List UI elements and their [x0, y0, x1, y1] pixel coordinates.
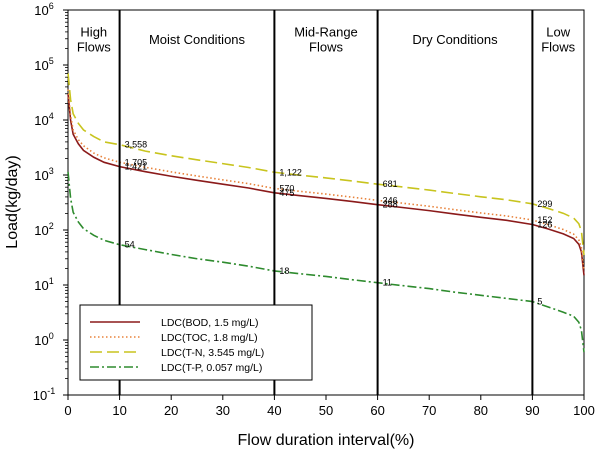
x-tick-label-5: 50 [319, 403, 333, 418]
x-tick-label-3: 30 [216, 403, 230, 418]
y-tick-label-6: 105 [34, 56, 53, 73]
y-tick-label-7: 106 [34, 1, 53, 18]
x-tick-label-1: 10 [112, 403, 126, 418]
data-label-0: 3,558 [125, 140, 148, 150]
data-label-11: 11 [383, 278, 392, 288]
y-tick-label-5: 104 [34, 111, 53, 128]
data-label-9: 346 [383, 195, 398, 205]
series-line-3 [67, 171, 585, 353]
zone-labels: High Flows Moist Conditions Mid-Range Flows D… [77, 25, 576, 55]
zone-label-3: Dry Conditions [412, 32, 498, 47]
data-label-5: 570 [279, 183, 294, 193]
legend-label-3: LDC(T-P, 0.057 mg/L) [161, 362, 262, 374]
data-label-2: 1,421 [125, 162, 148, 172]
data-label-12: 299 [537, 199, 552, 209]
zone-label-0: High Flows [77, 25, 111, 55]
data-label-10: 288 [383, 200, 398, 210]
x-tick-label-0: 0 [64, 403, 71, 418]
data-label-14: 126 [537, 219, 552, 229]
x-axis-label: Flow duration interval(%) [238, 432, 415, 449]
legend-label-0: LDC(BOD, 1.5 mg/L) [161, 317, 258, 329]
x-tick-label-10: 100 [573, 403, 595, 418]
data-label-4: 1,122 [279, 167, 302, 177]
x-tick-label-9: 90 [525, 403, 539, 418]
data-label-15: 5 [537, 297, 542, 307]
legend-label-1: LDC(TOC, 1.8 mg/L) [161, 332, 258, 344]
data-label-8: 681 [383, 179, 398, 189]
zone-label-2: Mid-Range Flows [294, 25, 358, 55]
y-tick-label-0: 10-1 [33, 386, 55, 403]
data-label-13: 152 [537, 215, 552, 225]
y-tick-label-3: 102 [34, 221, 53, 238]
y-axis: 10-1 100 101 102 103 104 105 106 [33, 1, 68, 403]
y-tick-label-2: 101 [34, 276, 53, 293]
series-line-0 [67, 93, 585, 276]
legend: LDC(BOD, 1.5 mg/L) LDC(TOC, 1.8 mg/L) LDC(… [79, 304, 313, 381]
x-axis: 0 10 20 30 40 50 60 70 80 90 100 [64, 395, 595, 418]
data-label-6: 475 [279, 188, 294, 198]
y-axis-label: Load(kg/day) [4, 155, 21, 248]
x-tick-label-7: 70 [422, 403, 436, 418]
zone-label-1: Moist Conditions [149, 32, 246, 47]
zone-label-4: Low Flows [541, 25, 575, 55]
x-tick-label-4: 40 [267, 403, 281, 418]
data-label-7: 18 [279, 266, 289, 276]
data-label-1: 1,705 [125, 157, 148, 167]
legend-box [79, 304, 313, 381]
series-line-2 [67, 73, 585, 256]
legend-label-2: LDC(T-N, 3.545 mg/L) [161, 347, 264, 359]
data-label-3: 54 [125, 240, 135, 250]
x-tick-label-6: 60 [370, 403, 384, 418]
x-tick-label-2: 20 [164, 403, 178, 418]
y-tick-label-1: 100 [34, 331, 53, 348]
y-tick-label-4: 103 [34, 166, 53, 183]
series-layer [67, 73, 585, 353]
x-tick-label-8: 80 [474, 403, 488, 418]
